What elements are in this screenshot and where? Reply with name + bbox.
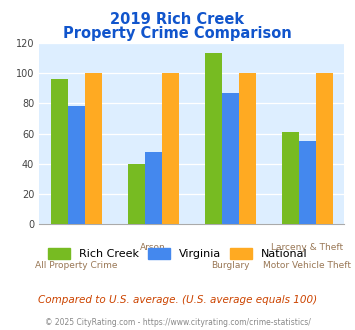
Bar bbox=[239, 73, 256, 224]
Bar bbox=[316, 73, 333, 224]
Bar bbox=[145, 152, 162, 224]
Text: 2019 Rich Creek: 2019 Rich Creek bbox=[110, 12, 245, 26]
Bar bbox=[162, 73, 179, 224]
Text: Property Crime Comparison: Property Crime Comparison bbox=[63, 26, 292, 41]
Bar bbox=[205, 53, 222, 224]
Text: All Property Crime: All Property Crime bbox=[35, 261, 118, 270]
Bar bbox=[299, 141, 316, 224]
Text: Larceny & Theft: Larceny & Theft bbox=[271, 243, 343, 251]
Bar bbox=[51, 79, 68, 224]
Text: © 2025 CityRating.com - https://www.cityrating.com/crime-statistics/: © 2025 CityRating.com - https://www.city… bbox=[45, 318, 310, 327]
Text: Burglary: Burglary bbox=[211, 261, 250, 270]
Text: Motor Vehicle Theft: Motor Vehicle Theft bbox=[263, 261, 351, 270]
Bar bbox=[282, 132, 299, 224]
Bar bbox=[68, 106, 85, 224]
Bar bbox=[128, 164, 145, 224]
Bar bbox=[222, 93, 239, 224]
Text: Arson: Arson bbox=[140, 243, 166, 251]
Legend: Rich Creek, Virginia, National: Rich Creek, Virginia, National bbox=[43, 244, 312, 263]
Text: Compared to U.S. average. (U.S. average equals 100): Compared to U.S. average. (U.S. average … bbox=[38, 295, 317, 305]
Bar bbox=[85, 73, 102, 224]
